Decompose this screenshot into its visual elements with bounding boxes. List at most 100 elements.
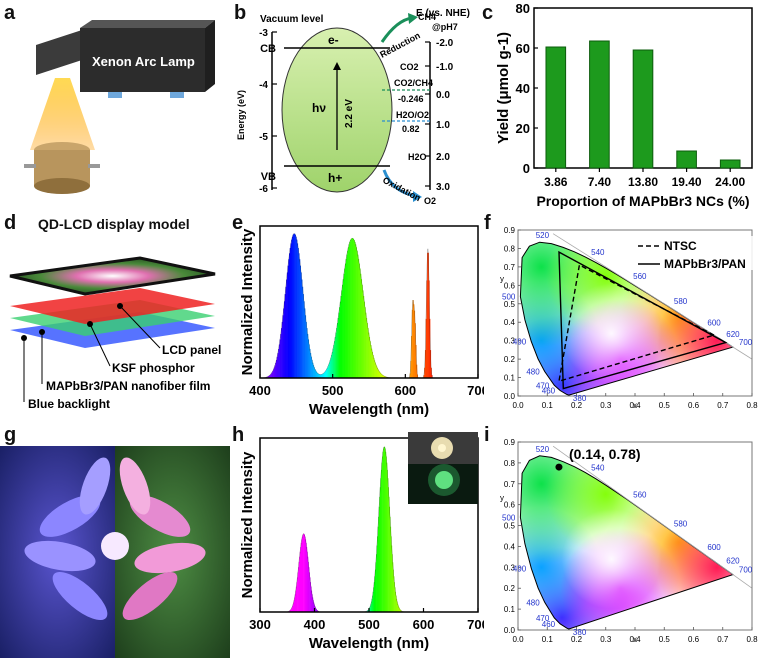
spectrum-band (314, 369, 316, 378)
x-tick-label: 300 (249, 617, 271, 632)
y-axis-label: Normalized Intensity (239, 228, 256, 375)
spectrum-band (267, 376, 270, 378)
spectrum-band (380, 478, 382, 612)
spectrum-band (356, 250, 358, 378)
y-tick-label: 0.3 (504, 563, 516, 572)
spectrum-band (362, 290, 364, 378)
spectrum-band (377, 369, 379, 378)
leader-line (119, 305, 161, 349)
spectrum-band (367, 609, 369, 612)
wavelength-label: 620 (726, 557, 740, 566)
spectrum-band (359, 268, 361, 378)
spectrum-band (374, 360, 376, 378)
spectrum-band (367, 327, 369, 378)
leader-dot (87, 321, 93, 327)
leader-line (89, 323, 111, 367)
panel-label-g: g (4, 424, 17, 446)
spectrum-band (376, 545, 378, 612)
spectrum-band (313, 367, 315, 378)
spectrum-band (289, 247, 291, 378)
wavelength-label: 560 (633, 272, 647, 281)
x-tick-label: 0.8 (746, 401, 758, 410)
co2-label: CO2 (400, 62, 419, 72)
spectrum-band (395, 595, 397, 612)
reduction-arrowhead (408, 13, 418, 24)
x-tick-label: 0.7 (717, 401, 729, 410)
spectrum-band (285, 286, 287, 378)
spectrum-band (375, 562, 377, 612)
spectrum-band (388, 487, 389, 612)
film-triangle (558, 250, 728, 390)
spectrum-band (283, 308, 285, 378)
panel-label-h: h (232, 424, 245, 446)
spectrum-band (372, 354, 374, 378)
spectrum-band (384, 448, 386, 612)
wavelength-label: 560 (633, 491, 647, 500)
spectrum-band (290, 243, 292, 378)
spectrum-band (385, 456, 387, 612)
spectrum-band (304, 534, 305, 612)
o2-label: O2 (424, 196, 436, 206)
right-tick-label: 2.0 (436, 152, 450, 163)
x-tick-label: 0.1 (542, 401, 554, 410)
spectrum-band (382, 374, 384, 378)
spectrum-band (331, 354, 333, 378)
wavelength-label: 540 (591, 463, 605, 472)
wavelength-label: 380 (573, 394, 587, 403)
h2o-label: H2O (408, 152, 427, 162)
spectrum-band (278, 348, 280, 378)
bar (719, 159, 741, 169)
y-axis-label: Normalized Intensity (239, 451, 256, 598)
spectrum-band (326, 369, 328, 378)
spectrum-band (350, 238, 352, 378)
spectrum-band (342, 284, 344, 378)
lamp-body (80, 28, 205, 92)
diagonal-guide (552, 445, 753, 589)
spectrum-band (303, 301, 305, 378)
right-tick-label: 3.0 (436, 182, 450, 193)
spectrum-band (410, 360, 412, 378)
spectrum-band (371, 351, 373, 378)
spectrum-band (391, 554, 393, 612)
spectrum-band (414, 323, 416, 378)
reduction-label: Reduction (378, 30, 422, 59)
band-diagram: Vacuum level E (vs. NHE) @pH7 Energy (eV… (236, 8, 470, 206)
lamp-side (205, 20, 215, 92)
bar (676, 150, 697, 169)
spectrum-band (380, 469, 382, 612)
spectrum-band (306, 328, 308, 378)
electron-label: e- (328, 33, 339, 47)
lamp-label: Xenon Arc Lamp (92, 54, 195, 69)
spectrum-band (312, 362, 314, 378)
spectrum-band (424, 367, 426, 378)
wavelength-label: 520 (536, 445, 550, 454)
wavelength-label: 580 (674, 297, 688, 306)
spectrum-band (289, 610, 291, 612)
y-axis-label: Yield (μmol g-1) (495, 32, 512, 144)
spectrum-band (310, 353, 312, 378)
spectrum-band (304, 308, 306, 378)
spectrum-band (384, 446, 386, 612)
spectrum-band (313, 602, 315, 612)
spectrum-band (426, 280, 428, 378)
spectrum-band (345, 263, 347, 378)
spectrum-band (300, 542, 302, 612)
spectrum-band (280, 333, 282, 378)
wavelength-label: 540 (591, 248, 605, 257)
spectrum-band (290, 609, 292, 612)
spectrum-band (346, 254, 348, 378)
x-tick-label: 13.80 (628, 175, 658, 189)
spectrum-band (348, 244, 350, 378)
spectrum-band (286, 279, 288, 378)
spectrum-band (339, 301, 341, 378)
vb-label: VB (261, 171, 276, 183)
spectrum-band (379, 496, 381, 612)
spectrum-band (278, 344, 280, 378)
x-tick-label: 600 (413, 617, 435, 632)
y-axis-label: y (500, 275, 504, 284)
spectrum-band (271, 372, 273, 378)
x-tick-label: 0.7 (717, 635, 729, 644)
spectrum-band (395, 591, 397, 612)
y-tick-label: 0.3 (504, 337, 516, 346)
spectrum-band (331, 351, 333, 378)
